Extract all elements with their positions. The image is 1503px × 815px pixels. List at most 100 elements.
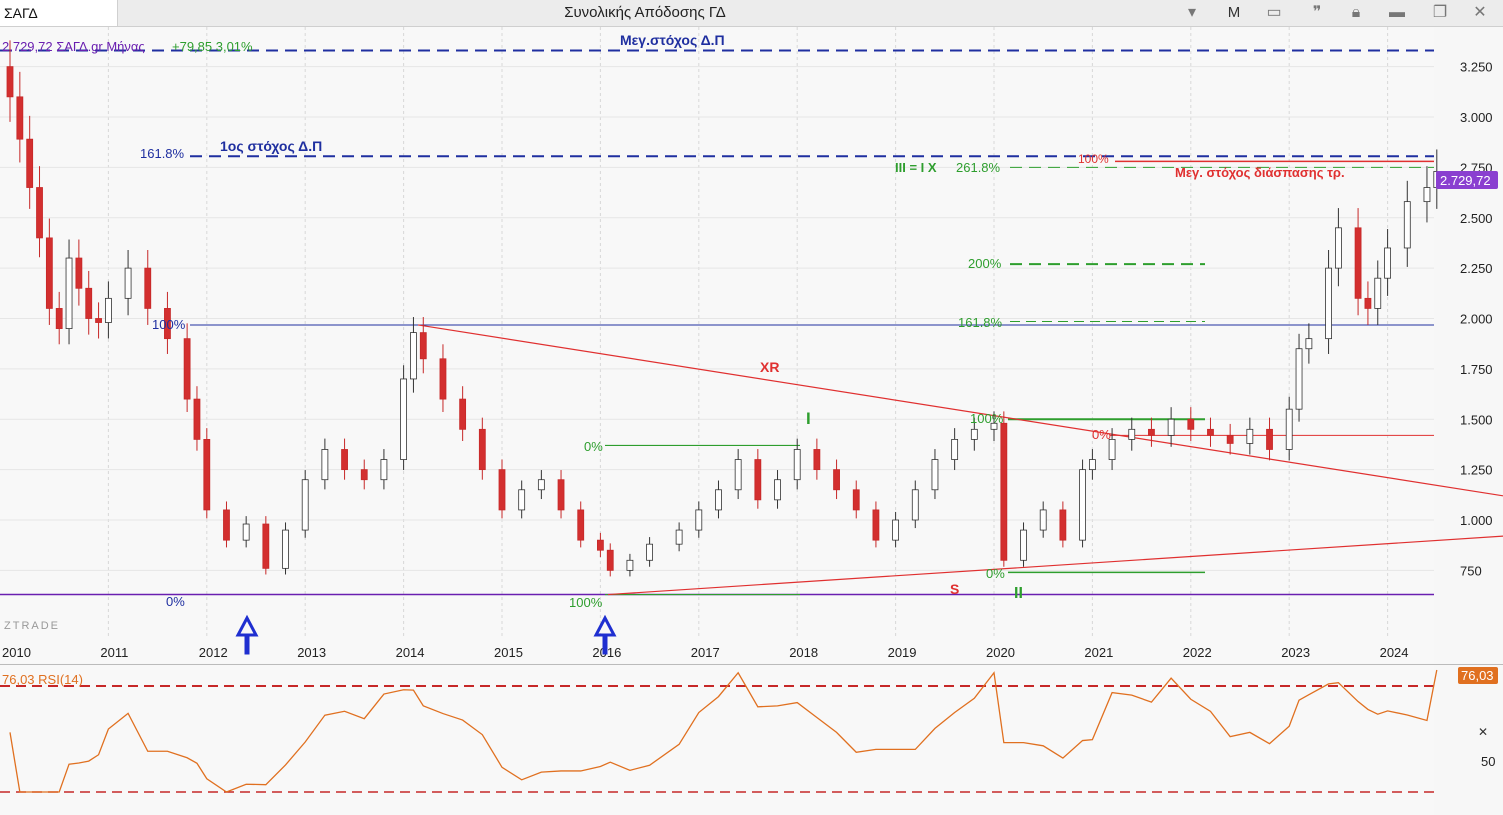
candle-body [990, 422, 998, 430]
candle-body [1364, 297, 1372, 309]
candle-body [410, 332, 417, 380]
candle-body [459, 398, 467, 430]
candle-body [951, 438, 959, 460]
candle-body [498, 469, 506, 511]
year-label: 2011 [100, 645, 128, 660]
candle-body [478, 428, 486, 471]
candle-body [1335, 227, 1342, 269]
candle-body [400, 378, 408, 460]
price-tick-label: 2.000 [1460, 312, 1493, 327]
candle-body [931, 459, 939, 491]
s-label: S [950, 581, 959, 597]
price-tick-label: 1.750 [1460, 362, 1493, 377]
green-100-2020-label: 100% [970, 411, 1004, 426]
quote-icon[interactable]: ❞ [1312, 4, 1322, 21]
rsi-panel[interactable]: 76,03 RSI(14) 76,03 ✕ 50 [0, 664, 1503, 815]
candle-body [1039, 509, 1047, 531]
candle-body [419, 332, 427, 360]
candle-body [223, 509, 230, 541]
candle-body [734, 459, 742, 491]
candle-body [341, 449, 348, 471]
candle-body [852, 489, 860, 511]
green-100-2016-label: 100% [569, 595, 603, 610]
restore-icon[interactable]: ❐ [1432, 4, 1448, 21]
candle-body [105, 297, 112, 323]
candle-body [65, 257, 73, 329]
fib-0-left-label: 0% [166, 594, 185, 609]
candle-body [1059, 509, 1067, 541]
candle-body [675, 529, 683, 545]
reference-lines [0, 49, 1503, 596]
fib-261-label: 261.8% [956, 160, 1001, 175]
candle-body [1207, 428, 1214, 436]
rsi-line [9, 669, 1438, 793]
candle-body [380, 459, 388, 481]
price-tick-label: 3.000 [1460, 110, 1493, 125]
candle-body [1079, 469, 1086, 541]
candle-body [1374, 277, 1382, 309]
candle-body [626, 559, 634, 571]
candle-body [774, 479, 781, 501]
candle-body [537, 479, 545, 491]
price-tick-label: 750 [1460, 563, 1482, 578]
candle-body [6, 66, 14, 98]
price-tick-label: 2.500 [1460, 211, 1493, 226]
candle-body [577, 509, 585, 541]
rsi-label: 76,03 RSI(14) [2, 672, 83, 687]
red-0-2021-label: 0% [1092, 427, 1111, 442]
year-label: 2024 [1380, 645, 1409, 660]
first-target-dp-label: 1ος στόχος Δ.Π [220, 138, 322, 154]
candle-body [1384, 247, 1391, 279]
mode-button[interactable]: M [1227, 4, 1241, 21]
candle-body [911, 489, 919, 521]
candle-body [1108, 438, 1116, 460]
candle-body [321, 449, 329, 481]
candle-body [26, 138, 34, 188]
up-arrow-icon [593, 614, 617, 655]
candle-body [85, 287, 93, 319]
fib-100-left-label: 100% [152, 317, 186, 332]
chevron-down-icon[interactable]: ▾ [1187, 4, 1197, 21]
lock-icon[interactable]: 🔒︎ [1351, 4, 1361, 21]
rsi-value: 76,03 [1461, 668, 1494, 683]
year-label: 2013 [297, 645, 326, 660]
window-titlebar: ΣΑΓΔ Συνολικής Απόδοσης ΓΔ ▾ M ▭ ❞ 🔒︎ ▬ … [0, 0, 1503, 27]
last-price-value: 2.729,72 [1440, 173, 1491, 188]
year-label: 2012 [199, 645, 228, 660]
candle-body [1020, 529, 1027, 561]
wave-i-label: I [806, 409, 811, 428]
window-icon[interactable]: ▭ [1266, 4, 1282, 21]
fib-200-label: 200% [968, 256, 1002, 271]
candle-body [183, 338, 191, 400]
price-tick-label: 1.250 [1460, 463, 1493, 478]
year-label: 2019 [888, 645, 917, 660]
year-label: 2014 [396, 645, 425, 660]
rsi-tick-50: 50 [1481, 754, 1495, 769]
year-label: 2021 [1084, 645, 1113, 660]
candle-body [193, 398, 201, 440]
price-chart[interactable]: 3.2503.0002.7502.5002.2502.0001.7501.500… [0, 27, 1503, 663]
rsi-close-icon[interactable]: ✕ [1478, 725, 1488, 739]
price-tick-label: 1.000 [1460, 513, 1493, 528]
quote-change: +79,85 3,01% [172, 39, 253, 54]
candle-body [1325, 267, 1332, 340]
candle-body [301, 479, 309, 531]
candles [6, 40, 1441, 577]
s-trendline [607, 535, 1503, 596]
candle-body [518, 489, 526, 511]
year-label: 2015 [494, 645, 523, 660]
fib-161-right-label: 161.8% [958, 315, 1003, 330]
candle-body [439, 358, 447, 400]
symbol-input[interactable]: ΣΑΓΔ [0, 0, 118, 26]
year-label: 2010 [2, 645, 31, 660]
wave-ii-label: II [1014, 585, 1023, 602]
candle-body [282, 529, 289, 569]
candle-body [695, 509, 703, 531]
chart-title: Συνολικής Απόδοσης ΓΔ [564, 4, 726, 21]
candle-body [1423, 187, 1431, 203]
candle-body [144, 267, 152, 309]
candle-body [970, 428, 978, 440]
minimize-icon[interactable]: ▬ [1389, 4, 1405, 21]
quote-header: 2.729,72 ΣΑΓΔ.gr Μήνας [2, 39, 145, 54]
close-icon[interactable]: ✕ [1473, 4, 1487, 21]
